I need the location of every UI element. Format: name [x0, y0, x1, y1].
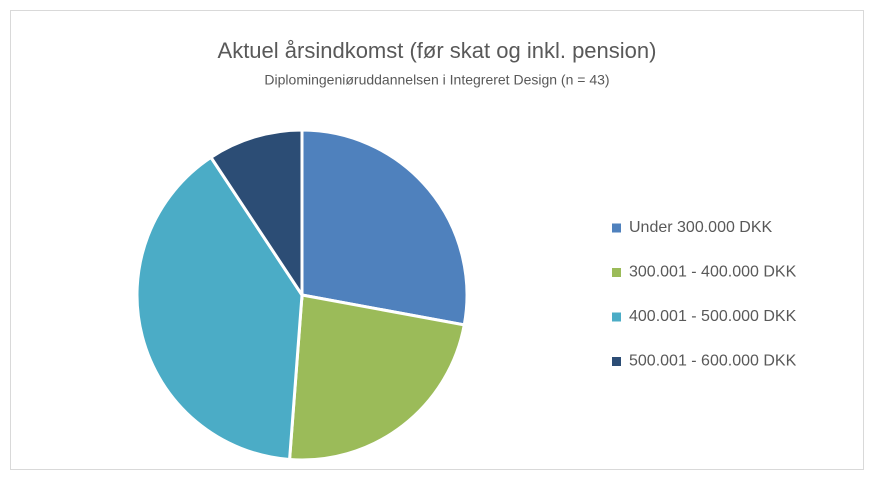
legend-swatch	[612, 312, 621, 322]
legend-swatch	[612, 223, 621, 233]
pie-slice	[208, 128, 304, 300]
pie-slice	[300, 128, 469, 327]
legend-swatch	[612, 357, 621, 366]
legend-swatch	[612, 268, 621, 277]
legend-label: Under 300.000 DKK	[629, 219, 773, 236]
chart-subtitle: Diplomingeniøruddannelsen i Integreret D…	[264, 72, 609, 88]
chart-title: Aktuel årsindkomst (før skat og inkl. pe…	[218, 38, 657, 63]
pie-slice	[287, 293, 467, 462]
legend-label: 300.001 - 400.000 DKK	[629, 264, 797, 281]
legend-label: 500.001 - 600.000 DKK	[629, 353, 797, 370]
legend-label: 400.001 - 500.000 DKK	[629, 308, 797, 325]
